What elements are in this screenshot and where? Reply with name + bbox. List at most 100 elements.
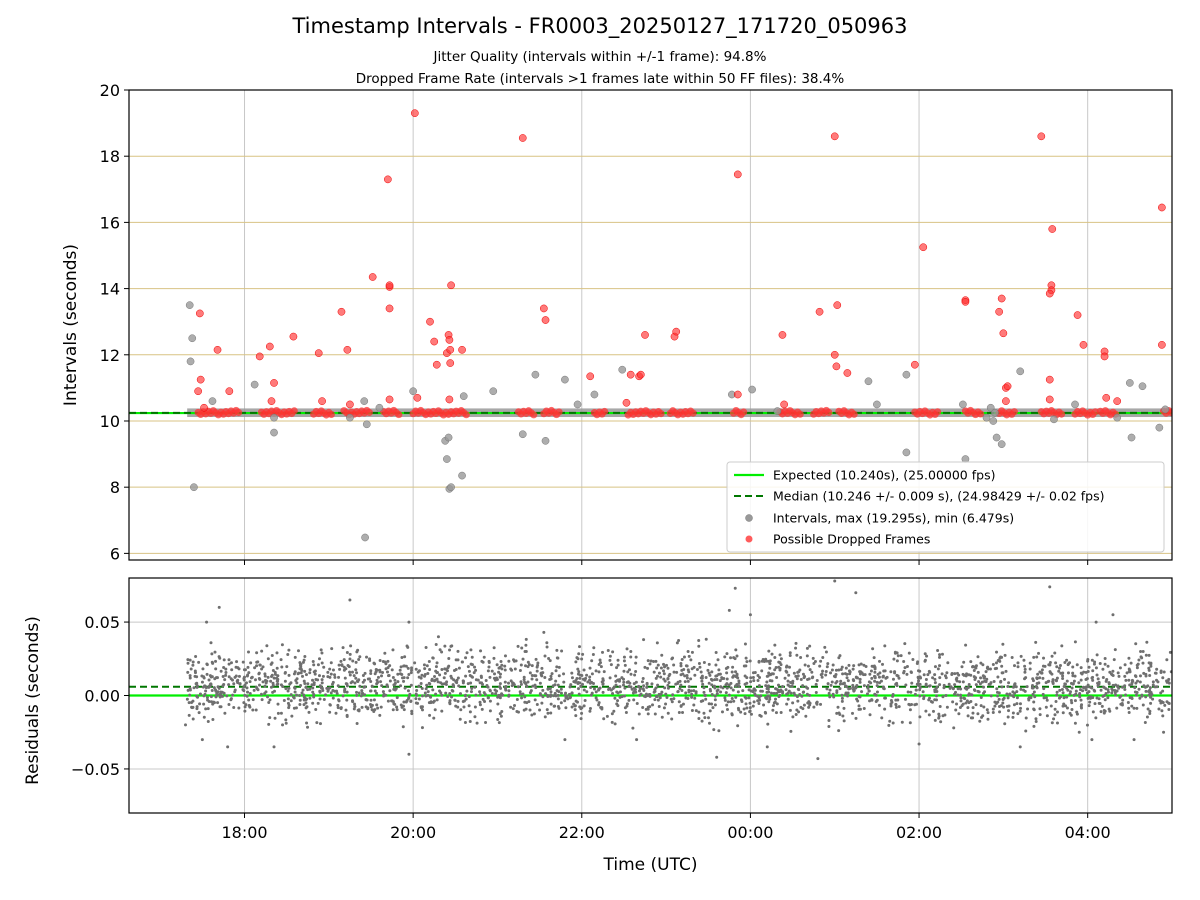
residual-point [783,676,787,680]
residual-point [1011,715,1015,719]
residual-point [435,698,439,702]
residual-point [610,712,614,716]
residual-point [1023,664,1027,668]
interval-point [186,357,195,366]
residual-point [973,677,977,681]
residual-point [206,720,210,724]
residual-point [1154,671,1158,675]
interval-point [443,455,451,463]
residual-point [221,675,225,679]
residual-point [363,685,367,689]
residual-point [516,710,520,714]
residual-point [843,684,847,688]
residual-point [287,648,291,652]
residual-point [545,645,549,649]
residual-point [925,654,929,658]
residual-point [959,693,963,697]
residual-point [802,690,806,694]
residual-point [464,674,468,678]
residual-point [896,698,900,702]
residual-point [500,663,504,667]
residual-point [725,682,729,686]
residual-point [590,659,594,663]
residual-point [998,659,1002,663]
residual-point [287,706,291,710]
residual-point [1149,695,1153,699]
residual-point [903,642,907,646]
dropped-frame-point [290,407,298,415]
residual-point [702,686,706,690]
residual-point [697,716,701,720]
residual-point [643,665,647,669]
residual-point [830,668,834,672]
residual-point [1124,693,1128,697]
residual-point [555,648,559,652]
residual-point [518,692,522,696]
residual-point [500,710,504,714]
residual-point [656,663,660,667]
residual-point [641,705,645,709]
residual-point [541,695,545,699]
residual-point [684,691,688,695]
residual-point [737,684,741,688]
residual-point [588,709,592,713]
interval-point [991,408,999,417]
residual-point [692,665,696,669]
residual-point [983,690,987,694]
residual-point [1103,662,1107,666]
residual-point [634,655,638,659]
residual-point [735,683,739,687]
dropped-frame-point [539,304,548,313]
residual-point [1006,684,1010,688]
residual-point [1012,695,1016,699]
residual-point [741,689,745,693]
residual-point [474,693,478,697]
residual-point [1137,687,1141,691]
residual-point [1041,676,1045,680]
residual-point [573,680,577,684]
residual-point [553,704,557,708]
residual-point [814,690,818,694]
residual-point [353,702,357,706]
residual-point [916,676,920,680]
residual-point [1054,661,1058,665]
residual-point [631,691,635,695]
top-plot-frame [128,89,1173,561]
residual-point [709,689,713,693]
residual-point [429,701,433,705]
residual-point [273,716,277,720]
y-tick-label: 20 [100,81,120,100]
residual-point [554,669,558,673]
residual-point [245,694,249,698]
residual-point [954,690,958,694]
residual-point [768,662,772,666]
residual-point [936,648,940,652]
residual-point [677,639,681,643]
residual-point [530,713,534,717]
residual-point [194,654,198,658]
residual-point [766,722,770,726]
residual-point [1111,683,1115,687]
residual-point [214,667,218,671]
residual-point [214,659,218,663]
residual-point [601,650,605,654]
dropped-frame-point [1003,382,1012,391]
residual-point [1135,706,1139,710]
residual-point [348,670,352,674]
residual-point [1102,711,1106,715]
residual-point [976,689,980,693]
residual-point [965,699,969,703]
dropped-frame-point [850,410,858,418]
residual-point [361,680,365,684]
residual-point [877,675,881,679]
residual-point [312,663,316,667]
residual-point [742,664,746,668]
residual-point [1015,696,1019,700]
residual-point [966,706,970,710]
residual-point [1016,661,1020,665]
residual-point [819,702,823,706]
residual-point [233,690,237,694]
residual-point [764,684,768,688]
residual-point [626,670,630,674]
residual-point [300,668,304,672]
